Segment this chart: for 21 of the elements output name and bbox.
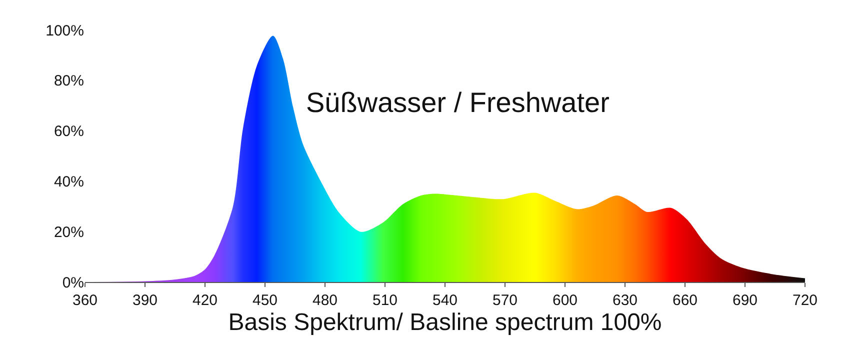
x-tick-label: 660 xyxy=(672,292,698,309)
x-axis-title: Basis Spektrum/ Basline spectrum 100% xyxy=(228,309,662,336)
y-tick-label: 80% xyxy=(54,72,84,90)
x-tick-label: 570 xyxy=(492,292,518,309)
annotation: Süßwasser / Freshwater xyxy=(306,87,610,118)
y-tick-label: 20% xyxy=(54,224,84,241)
x-tick-label: 690 xyxy=(732,292,758,309)
y-tick-label: 60% xyxy=(54,123,84,140)
y-tick-label: 0% xyxy=(62,274,84,292)
x-tick-label: 360 xyxy=(72,292,98,309)
x-tick-label: 480 xyxy=(312,292,338,309)
x-tick-label: 420 xyxy=(192,292,218,309)
x-tick-label: 450 xyxy=(252,292,278,309)
x-tick-label: 390 xyxy=(132,292,158,309)
x-tick-label: 540 xyxy=(432,292,458,309)
y-tick-label: 100% xyxy=(46,22,84,40)
x-tick-label: 720 xyxy=(792,292,818,309)
y-tick-label: 40% xyxy=(54,173,84,190)
x-tick-label: 600 xyxy=(552,292,578,309)
x-tick-label: 630 xyxy=(612,292,638,309)
x-tick-label: 510 xyxy=(372,292,398,309)
